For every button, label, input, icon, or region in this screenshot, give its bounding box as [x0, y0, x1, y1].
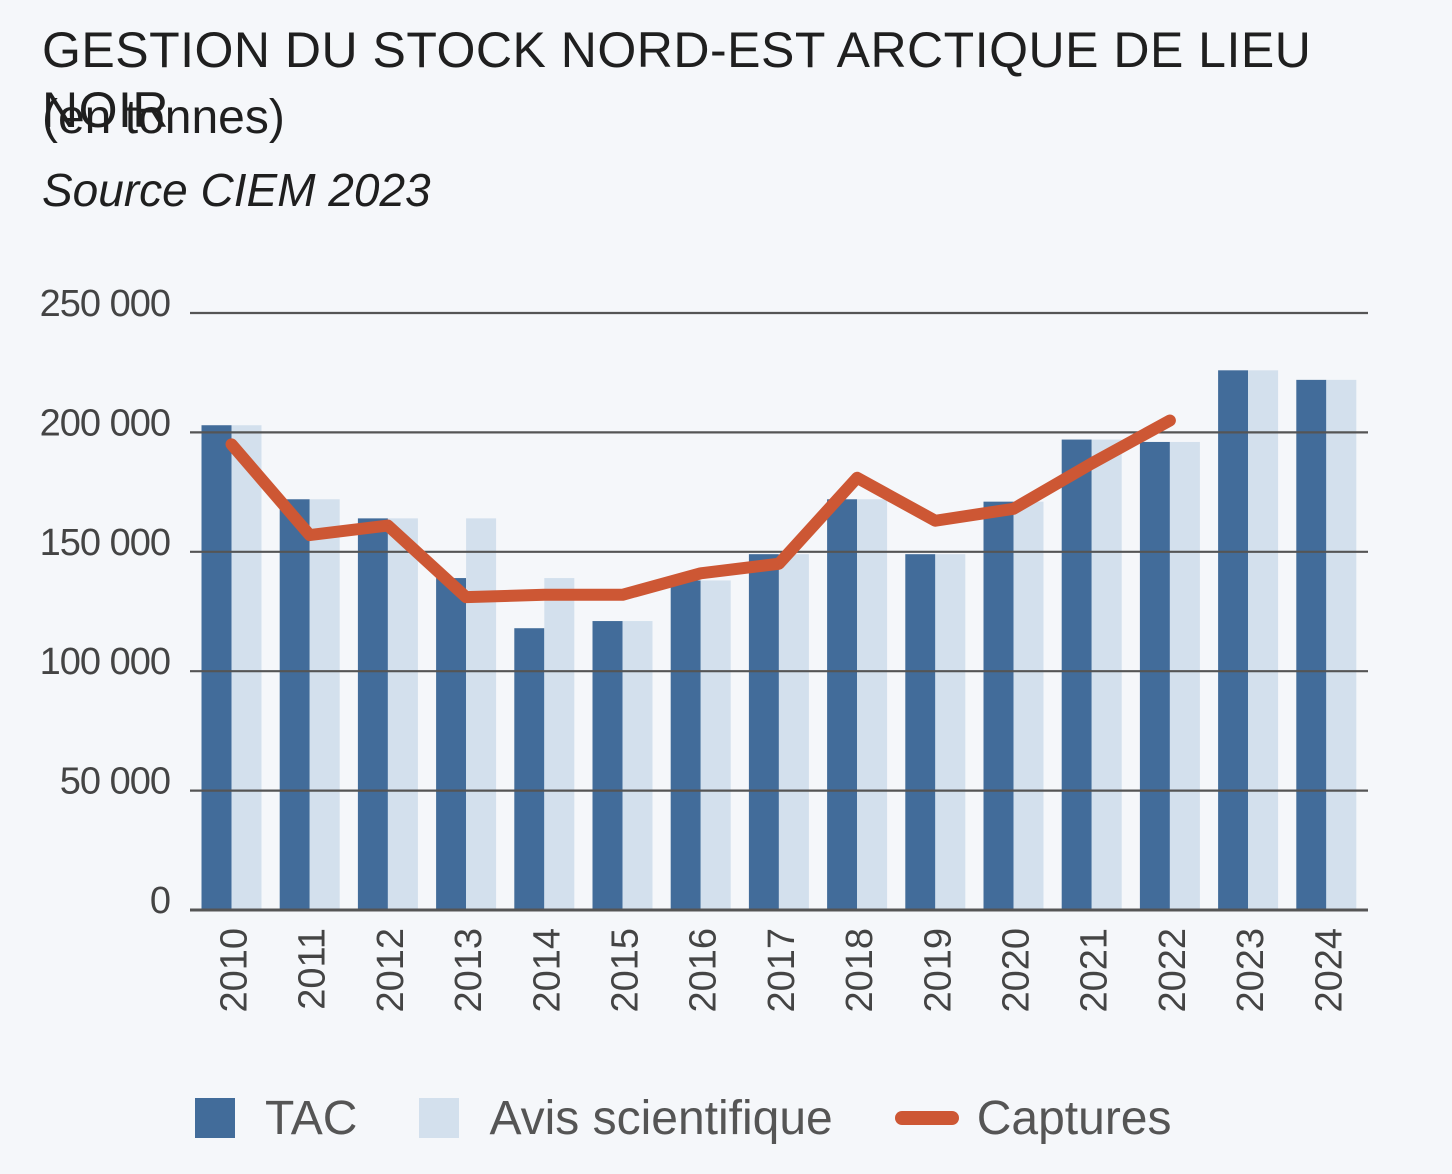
point-captures-2015 — [622, 594, 623, 596]
x-tick-label-2010: 2010 — [214, 928, 256, 1013]
bar-tac-2016 — [670, 580, 701, 910]
x-tick-label-2013: 2013 — [448, 928, 490, 1013]
x-tick-label-2020: 2020 — [996, 928, 1038, 1013]
bar-avis-2011 — [309, 499, 340, 910]
chart-subtitle: (en tonnes) — [42, 91, 285, 144]
legend-item-avis: Avis scientifique — [419, 1091, 833, 1146]
x-tick-label-2019: 2019 — [917, 928, 959, 1013]
bar-tac-2017 — [748, 554, 779, 910]
point-captures-2020 — [1013, 508, 1014, 510]
x-tick-label-2016: 2016 — [683, 928, 725, 1013]
bar-avis-2012 — [387, 518, 418, 910]
bar-tac-2014 — [514, 628, 545, 910]
y-tick-label: 100 000 — [40, 641, 170, 683]
bar-avis-2017 — [778, 554, 809, 910]
x-tick-label-2015: 2015 — [605, 928, 647, 1013]
legend-label-tac: TAC — [265, 1091, 358, 1145]
bar-avis-2013 — [466, 518, 497, 910]
bar-tac-2020 — [983, 501, 1014, 910]
bar-tac-2015 — [592, 621, 623, 910]
bar-tac-2010 — [201, 425, 232, 910]
legend-swatch-avis — [419, 1098, 460, 1138]
bar-tac-2018 — [827, 499, 858, 910]
chart-legend: TAC Avis scientifique Captures — [195, 1091, 1234, 1146]
bar-tac-2021 — [1061, 439, 1092, 910]
chart-source: Source CIEM 2023 — [42, 164, 431, 216]
point-captures-2013 — [465, 596, 467, 598]
bar-line-chart: 0 50 000 100 000 150 000 200 000 250 000 2010 2… — [40, 283, 1368, 1013]
legend-item-tac: TAC — [195, 1091, 357, 1146]
bar-tac-2022 — [1139, 441, 1170, 910]
legend-label-avis: Avis scientifique — [489, 1091, 833, 1145]
point-captures-2012 — [387, 525, 389, 527]
bar-avis-2024 — [1326, 379, 1357, 910]
bar-tac-2019 — [905, 554, 936, 910]
chart-title: GESTION DU STOCK NORD-EST ARCTIQUE DE LI… — [42, 22, 1312, 138]
point-captures-2018 — [856, 477, 858, 479]
x-tick-label-2011: 2011 — [292, 928, 334, 1010]
bar-avis-2016 — [700, 580, 731, 910]
x-tick-label-2017: 2017 — [761, 928, 803, 1013]
y-tick-label: 50 000 — [60, 761, 170, 803]
bar-avis-2019 — [935, 554, 966, 910]
bar-avis-2014 — [544, 578, 575, 910]
bar-avis-2021 — [1091, 439, 1122, 910]
point-captures-2010 — [231, 443, 232, 445]
point-captures-2016 — [700, 572, 702, 574]
y-tick-label: 250 000 — [40, 283, 170, 325]
y-tick-label: 150 000 — [40, 522, 170, 564]
bar-avis-2018 — [857, 499, 888, 910]
bar-tac-2011 — [279, 499, 310, 910]
x-tick-label-2012: 2012 — [370, 928, 412, 1013]
x-tick-label-2021: 2021 — [1074, 928, 1116, 1013]
point-captures-2011 — [309, 534, 311, 536]
bar-tac-2024 — [1296, 379, 1327, 910]
bar-avis-2020 — [1013, 501, 1044, 910]
x-tick-label-2018: 2018 — [839, 928, 881, 1013]
point-captures-2021 — [1091, 462, 1093, 464]
bar-avis-2010 — [231, 425, 262, 910]
bar-avis-2023 — [1248, 370, 1279, 910]
bar-avis-2015 — [622, 621, 653, 910]
y-tick-label: 200 000 — [40, 402, 170, 444]
bar-tac-2023 — [1218, 370, 1249, 910]
bar-tac-2012 — [357, 518, 388, 910]
bar-avis-2022 — [1169, 441, 1200, 910]
x-tick-label-2022: 2022 — [1152, 928, 1194, 1013]
point-captures-2022 — [1169, 419, 1171, 421]
x-tick-label-2023: 2023 — [1230, 928, 1272, 1013]
x-tick-label-2014: 2014 — [526, 928, 568, 1013]
x-tick-label-2024: 2024 — [1308, 928, 1350, 1013]
point-captures-2014 — [543, 594, 545, 596]
bar-tac-2013 — [436, 578, 467, 910]
y-tick-label: 0 — [150, 880, 170, 922]
point-captures-2017 — [778, 563, 780, 565]
legend-swatch-tac — [195, 1098, 235, 1138]
point-captures-2019 — [934, 520, 936, 522]
legend-swatch-captures — [894, 1111, 959, 1125]
legend-label-captures: Captures — [976, 1091, 1172, 1145]
legend-item-captures: Captures — [894, 1091, 1172, 1146]
